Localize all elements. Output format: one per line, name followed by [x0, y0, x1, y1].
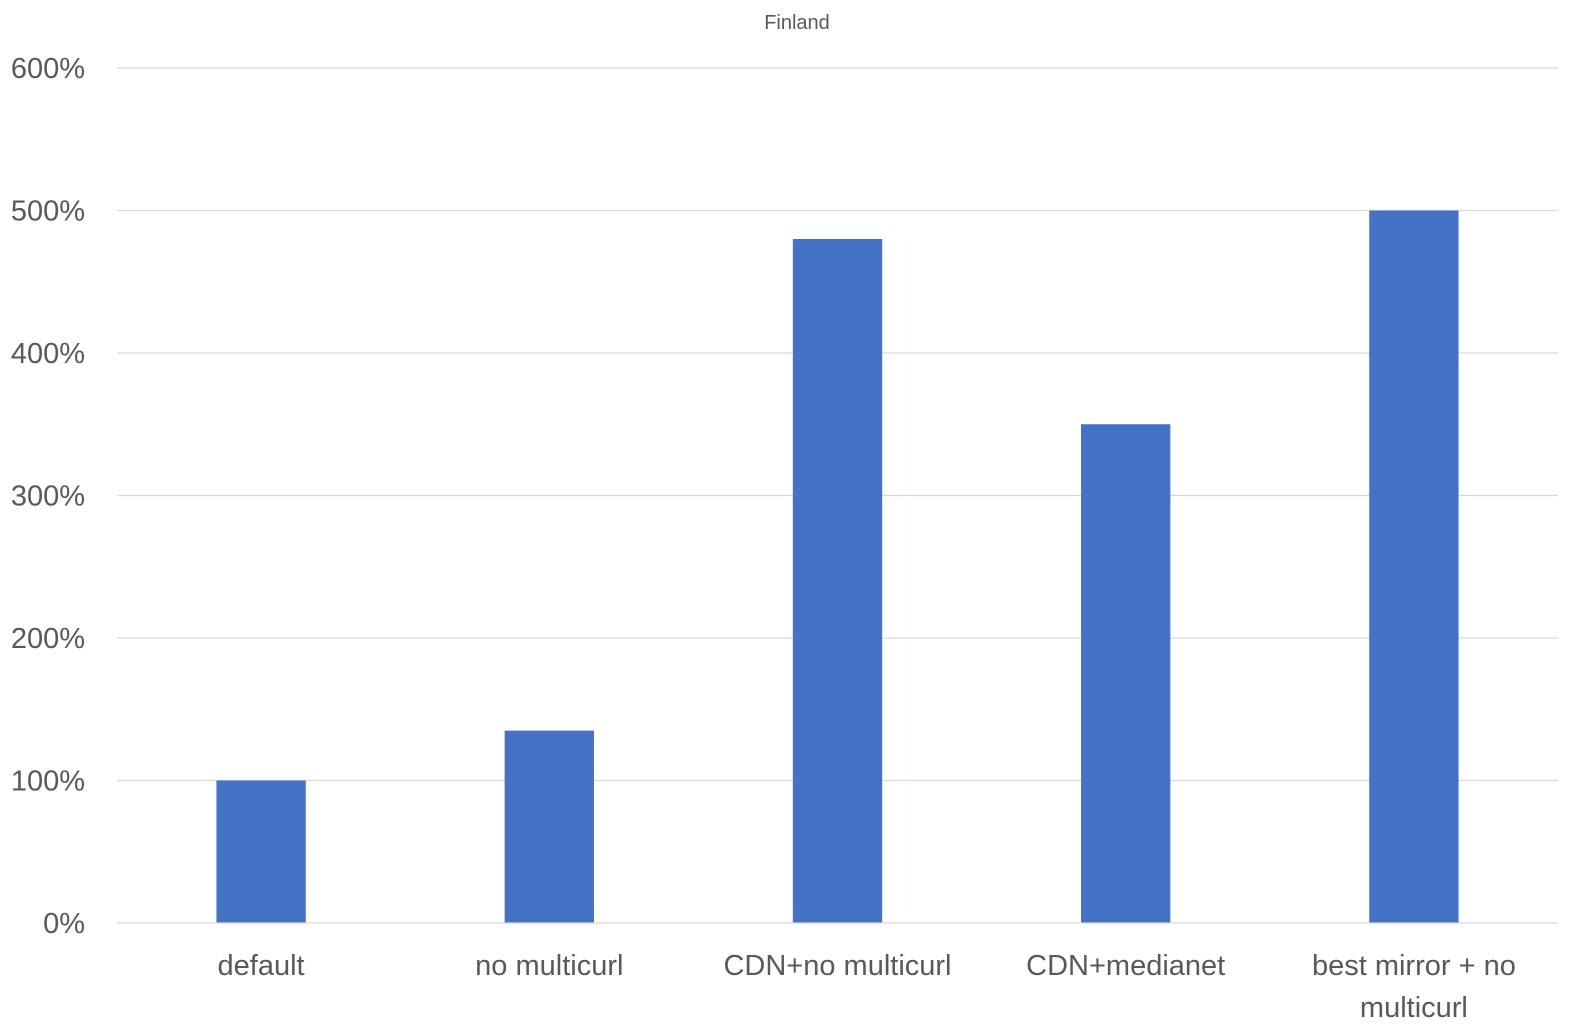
- bar: [792, 239, 883, 923]
- y-tick-label: 400%: [11, 338, 85, 370]
- y-tick-label: 300%: [11, 481, 85, 513]
- chart-title: Finland: [764, 12, 830, 34]
- bar: [1369, 210, 1459, 923]
- bars: [216, 210, 1459, 923]
- bar: [504, 730, 594, 923]
- y-tick-label: 500%: [11, 196, 85, 228]
- x-tick-label: default: [218, 950, 305, 982]
- x-tick-label: CDN+medianet: [1026, 950, 1225, 982]
- y-axis-tick-labels: 0% 100% 200% 300% 400% 500% 600%: [11, 53, 85, 940]
- y-tick-label: 600%: [11, 53, 85, 85]
- x-axis-tick-labels: default no multicurl CDN+no multicurl CDN+m…: [218, 950, 1516, 1024]
- y-tick-label: 0%: [43, 908, 85, 940]
- y-tick-label: 100%: [11, 766, 85, 798]
- x-tick-label: no multicurl: [475, 950, 623, 982]
- x-tick-label: CDN+no multicurl: [723, 950, 951, 982]
- x-tick-label: multicurl: [1360, 992, 1468, 1024]
- bar: [1081, 424, 1171, 923]
- x-tick-label: best mirror + no: [1312, 950, 1516, 982]
- bar: [216, 780, 306, 923]
- y-tick-label: 200%: [11, 623, 85, 655]
